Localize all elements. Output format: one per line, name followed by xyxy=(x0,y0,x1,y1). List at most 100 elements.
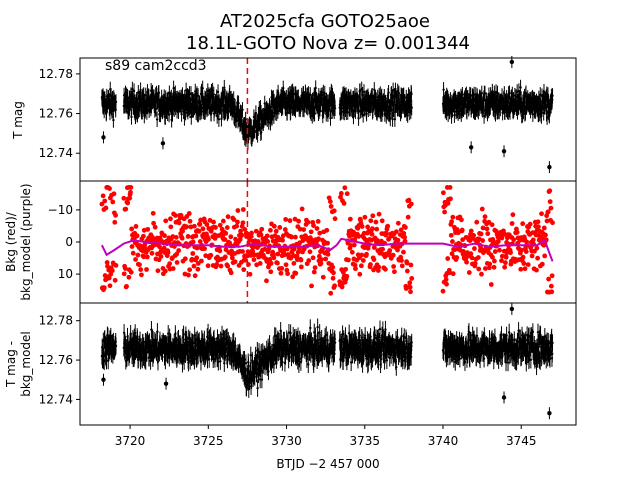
flux-point xyxy=(255,367,259,371)
flux-point xyxy=(243,358,246,361)
bkg-point xyxy=(479,271,484,277)
bkg-point xyxy=(393,229,399,235)
bkg-point xyxy=(405,214,411,220)
flux-point xyxy=(183,116,186,120)
bkg-point xyxy=(518,266,524,272)
flux-point xyxy=(496,92,499,95)
bkg-point xyxy=(529,253,535,259)
bkg-point xyxy=(277,225,283,230)
flux-point xyxy=(546,93,550,97)
flux-point xyxy=(147,95,151,98)
bkg-point xyxy=(192,273,198,279)
bkg-point xyxy=(331,270,336,276)
bkg-point xyxy=(325,240,330,246)
y-tick-label: 12.78 xyxy=(39,67,73,81)
y-tick-label: 12.74 xyxy=(39,146,73,160)
flux-point xyxy=(225,97,229,100)
bkg-point xyxy=(332,216,338,222)
bkg-point xyxy=(331,208,337,214)
flux-point xyxy=(346,110,349,114)
bkg-point xyxy=(495,238,501,244)
bkg-point xyxy=(168,216,173,222)
bkg-point xyxy=(480,238,486,243)
flux-point xyxy=(220,333,224,336)
bkg-point xyxy=(385,223,391,229)
flux-point xyxy=(105,359,108,362)
bkg-point xyxy=(161,245,167,251)
flux-point xyxy=(216,336,219,340)
bkg-point xyxy=(103,205,109,211)
bkg-point xyxy=(466,270,472,275)
bkg-point xyxy=(122,266,128,271)
bkg-point xyxy=(330,264,336,270)
bkg-point xyxy=(196,228,202,234)
bkg-point xyxy=(311,223,316,228)
bkg-point xyxy=(357,271,363,277)
bkg-point xyxy=(491,264,497,270)
bkg-point xyxy=(352,262,358,268)
bkg-point xyxy=(408,201,414,207)
bkg-point xyxy=(359,252,365,258)
bkg-point xyxy=(369,231,375,237)
bkg-point xyxy=(371,257,377,262)
bkg-point xyxy=(349,249,355,255)
flux-point xyxy=(182,359,186,363)
bkg-point xyxy=(240,207,246,212)
flux-point xyxy=(313,112,316,115)
bkg-point xyxy=(468,228,474,234)
flux-point xyxy=(160,96,163,99)
bkg-point xyxy=(167,261,173,267)
bkg-point xyxy=(344,191,350,197)
bkg-point xyxy=(283,262,289,268)
top-panel: s89 cam2ccd3 T mag 12.74 12.76 12.78 xyxy=(11,55,577,182)
bkg-point xyxy=(128,269,134,275)
bkg-point xyxy=(237,237,243,242)
flux-point xyxy=(187,361,190,364)
flux-point xyxy=(254,111,258,115)
bkg-point xyxy=(107,186,112,191)
flux-point xyxy=(323,92,326,95)
bkg-point xyxy=(450,214,456,220)
bkg-point xyxy=(232,259,238,265)
bkg-point xyxy=(549,289,555,295)
bkg-point xyxy=(486,265,492,271)
bkg-point xyxy=(275,260,280,266)
bkg-point xyxy=(205,263,211,269)
bkg-point xyxy=(404,260,410,266)
flux-point xyxy=(365,112,368,115)
bkg-point xyxy=(152,224,158,230)
flux-point xyxy=(511,93,514,96)
bkg-point xyxy=(395,220,401,226)
flux-point xyxy=(164,96,167,100)
bkg-point xyxy=(395,247,400,253)
bkg-point xyxy=(469,255,475,261)
bkg-point xyxy=(365,224,371,230)
bkg-point xyxy=(508,250,513,256)
bkg-point xyxy=(141,254,147,260)
bkg-point xyxy=(464,259,469,265)
bkg-point xyxy=(448,196,453,202)
bkg-point xyxy=(101,285,107,291)
bkg-point xyxy=(293,270,299,276)
bkg-point xyxy=(179,235,185,241)
bkg-point xyxy=(203,253,209,259)
bkg-point xyxy=(174,251,180,257)
bkg-point xyxy=(211,219,216,225)
bkg-point xyxy=(449,251,455,257)
bkg-point xyxy=(158,254,164,259)
bkg-point xyxy=(440,190,446,196)
flux-point xyxy=(184,111,187,114)
flux-point xyxy=(189,92,193,96)
bkg-point xyxy=(338,194,343,200)
bkg-point xyxy=(534,245,540,251)
bkg-point xyxy=(324,227,330,233)
flux-point xyxy=(217,360,220,364)
flux-point xyxy=(168,356,171,360)
bkg-point xyxy=(368,218,374,224)
middle-panel-ylabel-line1: Bkg (red)/ xyxy=(4,211,18,272)
bkg-point xyxy=(497,247,502,253)
bkg-point xyxy=(520,221,526,227)
bkg-point xyxy=(488,282,494,287)
flux-point xyxy=(211,89,214,92)
